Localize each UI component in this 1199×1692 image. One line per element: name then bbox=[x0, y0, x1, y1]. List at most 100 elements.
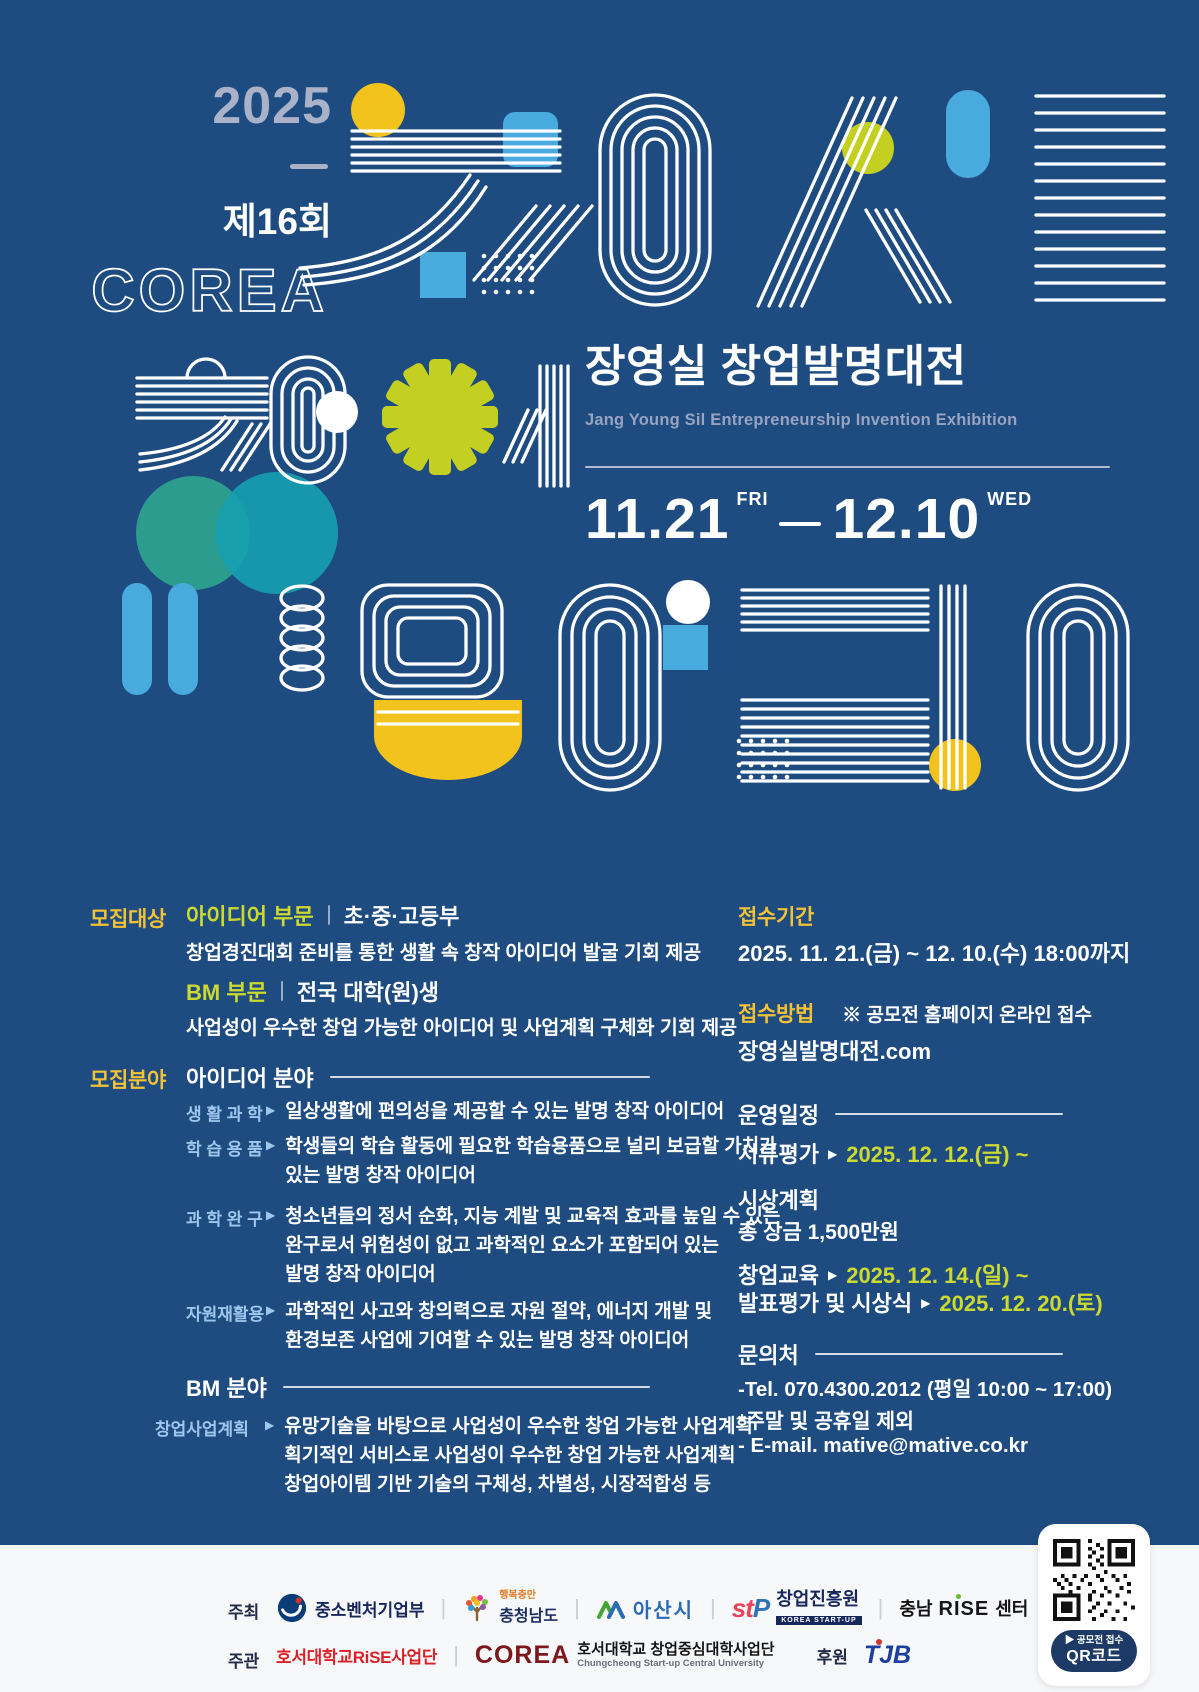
arrow-icon: ▶ bbox=[921, 1296, 931, 1310]
date-start-day: FRI bbox=[736, 489, 769, 509]
arrow-icon: ▶ bbox=[265, 1418, 275, 1432]
bm-field-title-row: BM 분야 bbox=[186, 1371, 650, 1403]
apply-site-url: 장영실발명대전.com bbox=[738, 1039, 932, 1064]
field-item-text: 유망기술을 바탕으로 사업성이 우수한 창업 가능한 사업계획 획기적인 서비스… bbox=[284, 1416, 753, 1495]
section-rule bbox=[329, 1076, 650, 1078]
date-end-day: WED bbox=[987, 489, 1033, 509]
field-item-text: 일상생활에 편의성을 제공할 수 있는 발명 창작 아이디어 bbox=[285, 1101, 725, 1122]
people-icon bbox=[596, 1601, 625, 1619]
tree-icon bbox=[466, 1595, 489, 1622]
qr-caption-line2: QR코드 bbox=[1066, 1647, 1122, 1665]
schedule-final-award: 발표평가 및 시상식 ▶ 2025. 12. 20.(토) bbox=[738, 1291, 1103, 1316]
logo-asan-city: 아산시 bbox=[596, 1594, 694, 1623]
logo-separator: | bbox=[453, 1642, 459, 1667]
corea-logo: COREA bbox=[90, 256, 328, 325]
category-divider bbox=[280, 981, 283, 1001]
section-rule bbox=[834, 1113, 1063, 1115]
field-item-text: 과학적인 사고와 창의력으로 자원 절약, 에너지 개발 및 환경보존 사업에 … bbox=[285, 1301, 713, 1351]
sponsor-label: 후원 bbox=[816, 1647, 848, 1667]
logo-separator: | bbox=[710, 1595, 716, 1620]
chungnam-tagline: 행복충만 bbox=[499, 1590, 537, 1601]
prize-total: 총 상금 1,500만원 bbox=[738, 1221, 899, 1244]
logo-chungnam-province: 행복충만 충청남도 bbox=[462, 1590, 558, 1626]
kised-subtitle: KOREA START-UP bbox=[776, 1615, 862, 1625]
qr-panel: ▶ 공모전 접수 QR코드 bbox=[1038, 1524, 1150, 1686]
title-block: 장영실 창업발명대전 Jang Young Sil Entrepreneursh… bbox=[585, 330, 1115, 552]
field-item-label: 과 학 완 구 bbox=[186, 1210, 263, 1229]
chungnam-name: 충청남도 bbox=[499, 1608, 559, 1625]
section-rule bbox=[814, 1353, 1063, 1355]
field-item-label: 자원재활용 bbox=[186, 1305, 265, 1324]
contact-note: *주말 및 공휴일 제외 bbox=[738, 1410, 914, 1433]
apply-method-note: ※ 공모전 홈페이지 온라인 접수 bbox=[842, 1004, 1092, 1026]
deco-asterisk bbox=[382, 359, 498, 475]
field-item-label: 생 활 과 학 bbox=[186, 1105, 263, 1124]
target-audience: 초·중·고등부 bbox=[343, 904, 460, 929]
field-item-study-supplies: 학 습 용 품 ▶ 학생들의 학습 활동에 필요한 학습용품으로 널리 보급할 … bbox=[186, 1132, 777, 1190]
schedule-heading: 운영일정 bbox=[738, 1103, 819, 1128]
qr-code bbox=[1053, 1539, 1135, 1621]
target-section-idea: 아이디어 부문 초·중·고등부 bbox=[186, 899, 459, 931]
title-divider bbox=[585, 466, 1110, 468]
field-item-recycling: 자원재활용 ▶ 과학적인 사고와 창의력으로 자원 절약, 에너지 개발 및 환… bbox=[186, 1297, 712, 1355]
brand-dash bbox=[290, 164, 328, 169]
edition-text: 제16회 bbox=[222, 201, 332, 242]
apply-method-row: 접수방법 ※ 공모전 홈페이지 온라인 접수 bbox=[738, 998, 1092, 1028]
target-section-bm: BM 부문 전국 대학(원)생 bbox=[186, 975, 439, 1007]
event-title-english: Jang Young Sil Entrepreneurship Inventio… bbox=[585, 411, 1018, 429]
kised-name: 창업진흥원 bbox=[776, 1588, 860, 1609]
field-item-label: 학 습 용 품 bbox=[186, 1140, 263, 1159]
qr-caption-line1: ▶ 공모전 접수 bbox=[1064, 1635, 1124, 1647]
logo-chungnam-rise-center: 충남 RISE 센터 bbox=[899, 1594, 1029, 1620]
contact-heading: 문의처 bbox=[738, 1343, 799, 1368]
date-range-dash bbox=[778, 522, 821, 526]
target-audience: 전국 대학(원)생 bbox=[296, 980, 440, 1005]
logo-hoseo-rise: 호서대학교RiSE사업단 bbox=[276, 1647, 438, 1667]
host-logos-row: 중소벤처기업부 | 행복충만 충청남도 | bbox=[276, 1580, 1028, 1636]
recruit-target-heading: 모집대상 bbox=[90, 908, 167, 931]
banner-art-decoration bbox=[122, 83, 1166, 792]
government-emblem-icon bbox=[277, 1593, 307, 1623]
logo-ministry-smes: 중소벤처기업부 bbox=[276, 1592, 424, 1624]
date-end: 12.10 bbox=[832, 487, 981, 551]
organizer-logos-row: 호서대학교RiSE사업단 | COREA 호서대학교 창업중심대학사업단 Chu… bbox=[276, 1633, 911, 1677]
logo-corea-startup-univ: COREA 호서대학교 창업중심대학사업단 Chungcheong Start-… bbox=[474, 1640, 775, 1670]
field-item-business-plan: 창업사업계획 ▶ 유망기술을 바탕으로 사업성이 우수한 창업 가능한 사업계획… bbox=[155, 1412, 753, 1499]
footer: 주최 중소벤처기업부 | 행복충 bbox=[0, 1545, 1199, 1692]
contact-heading-row: 문의처 bbox=[738, 1338, 1063, 1370]
stp-logo: stP bbox=[731, 1592, 770, 1623]
field-item-life-science: 생 활 과 학 ▶ 일상생활에 편의성을 제공할 수 있는 발명 창작 아이디어 bbox=[186, 1097, 724, 1126]
logo-kised: stP 창업진흥원 KOREA START-UP bbox=[731, 1588, 862, 1627]
arrow-icon: ▶ bbox=[266, 1103, 276, 1117]
deco-dot-grids bbox=[481, 253, 790, 780]
year-text: 2025 bbox=[212, 77, 332, 135]
apply-period-heading: 접수기간 bbox=[738, 906, 815, 929]
target-bm-desc: 사업성이 우수한 창업 가능한 아이디어 및 사업계획 구체화 기회 제공 bbox=[186, 1017, 738, 1039]
event-dates: 11.21 FRI 12.10 WED bbox=[585, 486, 1115, 552]
arrow-icon: ▶ bbox=[827, 1147, 838, 1161]
qr-caption-pill: ▶ 공모전 접수 QR코드 bbox=[1051, 1630, 1137, 1672]
schedule-startup-education: 창업교육 ▶ 2025. 12. 14.(일) ~ bbox=[738, 1263, 1029, 1288]
field-item-science-toy: 과 학 완 구 ▶ 청소년들의 정서 순화, 지능 계발 및 교육적 효과를 높… bbox=[186, 1202, 780, 1289]
corea-logo-text: COREA bbox=[91, 257, 328, 324]
corea-org-wordmark: COREA bbox=[474, 1640, 571, 1669]
tjb-logo: TJB bbox=[863, 1638, 912, 1669]
schedule-heading-row: 운영일정 bbox=[738, 1098, 1063, 1130]
schedule-doc-review: 서류평가 ▶ 2025. 12. 12.(금) ~ bbox=[738, 1142, 1029, 1167]
award-plan-heading: 시상계획 bbox=[738, 1188, 819, 1213]
section-rule bbox=[282, 1386, 650, 1388]
brand-block: 2025 제16회 COREA bbox=[58, 76, 332, 334]
field-item-text: 청소년들의 정서 순화, 지능 계발 및 교육적 효과를 높일 수 있는 완구로… bbox=[285, 1206, 781, 1285]
arrow-icon: ▶ bbox=[266, 1303, 276, 1317]
logo-separator: | bbox=[440, 1595, 447, 1620]
target-category: 아이디어 부문 bbox=[186, 904, 314, 929]
bm-field-title: BM 분야 bbox=[186, 1376, 267, 1401]
event-title: 장영실 창업발명대전 bbox=[585, 342, 967, 391]
target-idea-desc: 창업경진대회 준비를 통한 생활 속 창작 아이디어 발굴 기회 제공 bbox=[186, 942, 702, 964]
organizer-label: 주관 bbox=[228, 1652, 260, 1671]
contact-email: - E-mail. mative@mative.co.kr bbox=[738, 1434, 1029, 1457]
arrow-icon: ▶ bbox=[266, 1208, 276, 1222]
target-category: BM 부문 bbox=[186, 980, 267, 1005]
idea-field-title-row: 아이디어 분야 bbox=[186, 1061, 650, 1093]
